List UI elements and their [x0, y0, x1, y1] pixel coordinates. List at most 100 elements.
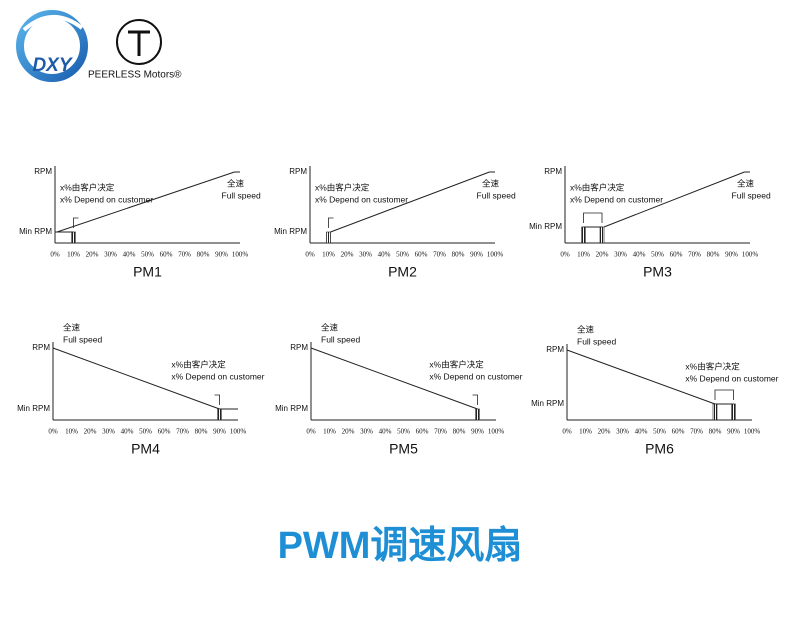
x-tick-label: 20% — [84, 428, 97, 436]
note: x%由客户决定 — [315, 182, 370, 192]
x-tick-label: 0% — [48, 428, 58, 436]
x-tick-label: 10% — [579, 428, 592, 436]
x-tick-label: 40% — [379, 428, 392, 436]
x-tick-label: 80% — [452, 251, 465, 259]
note: 全速 — [321, 322, 339, 332]
note: Full speed — [222, 190, 261, 200]
x-tick-label: 50% — [397, 428, 410, 436]
x-tick-label: 0% — [306, 428, 316, 436]
note: x% Depend on customer — [315, 194, 408, 204]
dxy-logo: DXY — [16, 10, 88, 82]
min-rpm-label: Min RPM — [274, 227, 307, 236]
x-tick-label: 100% — [744, 428, 761, 436]
min-rpm-label: Min RPM — [531, 399, 564, 408]
note: 全速 — [577, 324, 595, 334]
rpm-label: RPM — [546, 345, 564, 354]
x-tick-label: 20% — [596, 251, 609, 259]
x-tick-label: 90% — [470, 251, 483, 259]
note: x%由客户决定 — [429, 359, 484, 369]
x-tick-label: 60% — [160, 251, 173, 259]
x-tick-label: 50% — [141, 251, 154, 259]
range-box — [583, 226, 603, 244]
note: Full speed — [321, 334, 360, 344]
x-tick-label: 70% — [434, 428, 447, 436]
x-tick-label: 70% — [176, 428, 189, 436]
marker — [581, 226, 586, 244]
x-tick-label: 90% — [727, 428, 740, 436]
note: Full speed — [477, 190, 516, 200]
marker — [326, 231, 331, 244]
x-tick-label: 60% — [415, 251, 428, 259]
x-tick-label: 80% — [195, 428, 208, 436]
bracket — [73, 217, 79, 228]
x-tick-label: 0% — [305, 251, 315, 259]
note: x%由客户决定 — [60, 182, 115, 192]
marker — [599, 226, 605, 244]
bracket — [328, 217, 334, 228]
bracket — [472, 394, 478, 405]
x-tick-label: 30% — [360, 428, 373, 436]
marker — [217, 408, 222, 421]
x-tick-label: 70% — [688, 251, 701, 259]
note: Full speed — [63, 334, 102, 344]
rpm-label: RPM — [34, 167, 52, 176]
marker — [731, 403, 736, 421]
x-tick-label: 50% — [396, 251, 409, 259]
note: x% Depend on customer — [570, 194, 663, 204]
note: x%由客户决定 — [685, 361, 740, 371]
x-tick-label: 60% — [672, 428, 685, 436]
x-tick-label: 20% — [86, 251, 99, 259]
x-tick-label: 90% — [725, 251, 738, 259]
x-tick-label: 30% — [614, 251, 627, 259]
curve — [52, 347, 220, 410]
x-tick-label: 90% — [471, 428, 484, 436]
note: 全速 — [63, 322, 81, 332]
x-tick-label: 80% — [453, 428, 466, 436]
curve — [56, 171, 235, 233]
x-tick-label: 30% — [616, 428, 629, 436]
x-tick-label: 70% — [433, 251, 446, 259]
x-tick-label: 50% — [651, 251, 664, 259]
bracket — [583, 212, 603, 223]
x-tick-label: 40% — [123, 251, 136, 259]
note: x% Depend on customer — [171, 371, 264, 381]
x-tick-label: 30% — [104, 251, 117, 259]
x-tick-label: 20% — [342, 428, 355, 436]
note: x% Depend on customer — [60, 194, 153, 204]
x-tick-label: 10% — [322, 251, 335, 259]
x-tick-label: 60% — [670, 251, 683, 259]
x-tick-label: 100% — [232, 251, 249, 259]
x-tick-label: 90% — [213, 428, 226, 436]
note: 全速 — [227, 178, 245, 188]
x-tick-label: 10% — [323, 428, 336, 436]
x-tick-label: 40% — [121, 428, 134, 436]
x-tick-label: 100% — [488, 428, 505, 436]
chart-label: PM4 — [131, 441, 160, 457]
x-tick-label: 30% — [359, 251, 372, 259]
note: 全速 — [737, 178, 755, 188]
x-tick-label: 20% — [341, 251, 354, 259]
min-rpm-label: Min RPM — [529, 222, 562, 231]
note: 全速 — [482, 178, 500, 188]
marker — [712, 403, 718, 421]
x-tick-label: 50% — [653, 428, 666, 436]
peerless-logo: PEERLESS Motors® — [88, 19, 182, 81]
chart-label: PM3 — [643, 264, 672, 280]
rpm-label: RPM — [32, 343, 50, 352]
chart-label: PM6 — [645, 441, 674, 457]
x-tick-label: 80% — [197, 251, 210, 259]
marker — [475, 408, 480, 421]
curve — [603, 171, 745, 228]
x-tick-label: 100% — [487, 251, 504, 259]
x-tick-label: 100% — [230, 428, 247, 436]
x-tick-label: 50% — [139, 428, 152, 436]
x-tick-label: 70% — [178, 251, 191, 259]
chart-label: PM5 — [389, 441, 418, 457]
range-box — [714, 403, 734, 421]
note: Full speed — [577, 336, 616, 346]
chart-label: PM2 — [388, 264, 417, 280]
x-tick-label: 80% — [709, 428, 722, 436]
x-tick-label: 100% — [742, 251, 759, 259]
